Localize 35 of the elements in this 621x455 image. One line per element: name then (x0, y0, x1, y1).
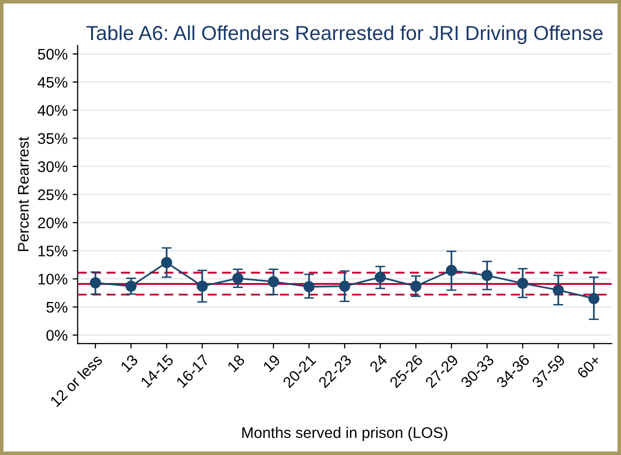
point (482, 270, 493, 282)
point (90, 277, 101, 288)
point (232, 272, 244, 284)
point (268, 276, 280, 288)
point (374, 272, 386, 283)
y-tick-label: 25% (38, 189, 68, 200)
point (446, 264, 458, 276)
point (303, 281, 315, 292)
x-tick-label: 24 (369, 354, 388, 373)
y-tick-label: 5% (46, 302, 68, 313)
point (125, 280, 137, 292)
x-tick-label: 13 (120, 354, 138, 372)
y-tick-label: 35% (38, 133, 68, 144)
x-axis-title: Months served in prison (LOS) (242, 426, 448, 442)
chart-title: Table A6: All Offenders Rearrested for JRI Driving Offense (86, 25, 603, 44)
y-tick-label: 15% (38, 246, 68, 256)
point (410, 280, 422, 292)
y-tick-label: 30% (38, 161, 68, 172)
y-tick-label: 0% (46, 330, 68, 341)
x-tick-label: 60+ (576, 354, 602, 379)
point (339, 280, 350, 292)
point (161, 256, 172, 268)
y-tick-label: 10% (38, 274, 68, 285)
y-axis-title: Percent Rearrest (18, 136, 29, 251)
x-tick-label: 19 (262, 354, 281, 372)
y-tick-label: 50% (38, 48, 68, 60)
y-tick-label: 20% (38, 217, 68, 228)
point (588, 292, 600, 304)
point (196, 280, 208, 292)
x-tick-label: 18 (226, 354, 246, 372)
y-tick-label: 45% (38, 76, 68, 88)
y-tick-label: 40% (38, 105, 68, 116)
point (517, 278, 528, 289)
x-tick-label: 12 or less (49, 354, 103, 408)
point (552, 284, 564, 296)
